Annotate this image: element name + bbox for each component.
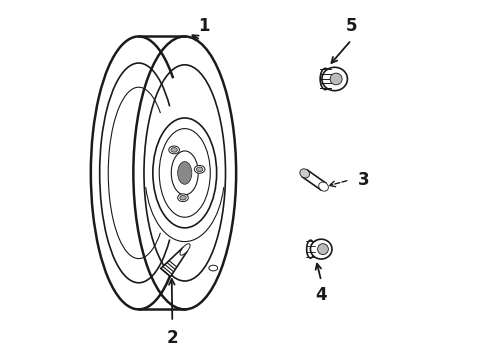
Ellipse shape [330, 73, 342, 85]
Ellipse shape [178, 194, 188, 202]
Ellipse shape [320, 68, 331, 90]
Ellipse shape [172, 151, 198, 195]
Ellipse shape [195, 166, 205, 173]
Text: 2: 2 [167, 329, 178, 347]
Ellipse shape [196, 167, 203, 172]
Ellipse shape [209, 265, 218, 271]
Ellipse shape [171, 148, 177, 152]
Ellipse shape [300, 169, 310, 178]
Ellipse shape [169, 146, 179, 154]
Ellipse shape [180, 244, 190, 255]
Text: 1: 1 [198, 17, 210, 35]
Ellipse shape [153, 118, 217, 228]
Text: 5: 5 [345, 17, 357, 35]
Polygon shape [302, 170, 326, 190]
Ellipse shape [178, 162, 192, 184]
Ellipse shape [318, 182, 328, 191]
Text: 4: 4 [316, 286, 327, 304]
Ellipse shape [322, 67, 347, 91]
Ellipse shape [180, 195, 186, 200]
Ellipse shape [311, 239, 332, 259]
Ellipse shape [159, 129, 210, 217]
Ellipse shape [307, 240, 315, 258]
Text: 3: 3 [358, 171, 369, 189]
Polygon shape [161, 248, 187, 276]
Ellipse shape [318, 244, 328, 255]
